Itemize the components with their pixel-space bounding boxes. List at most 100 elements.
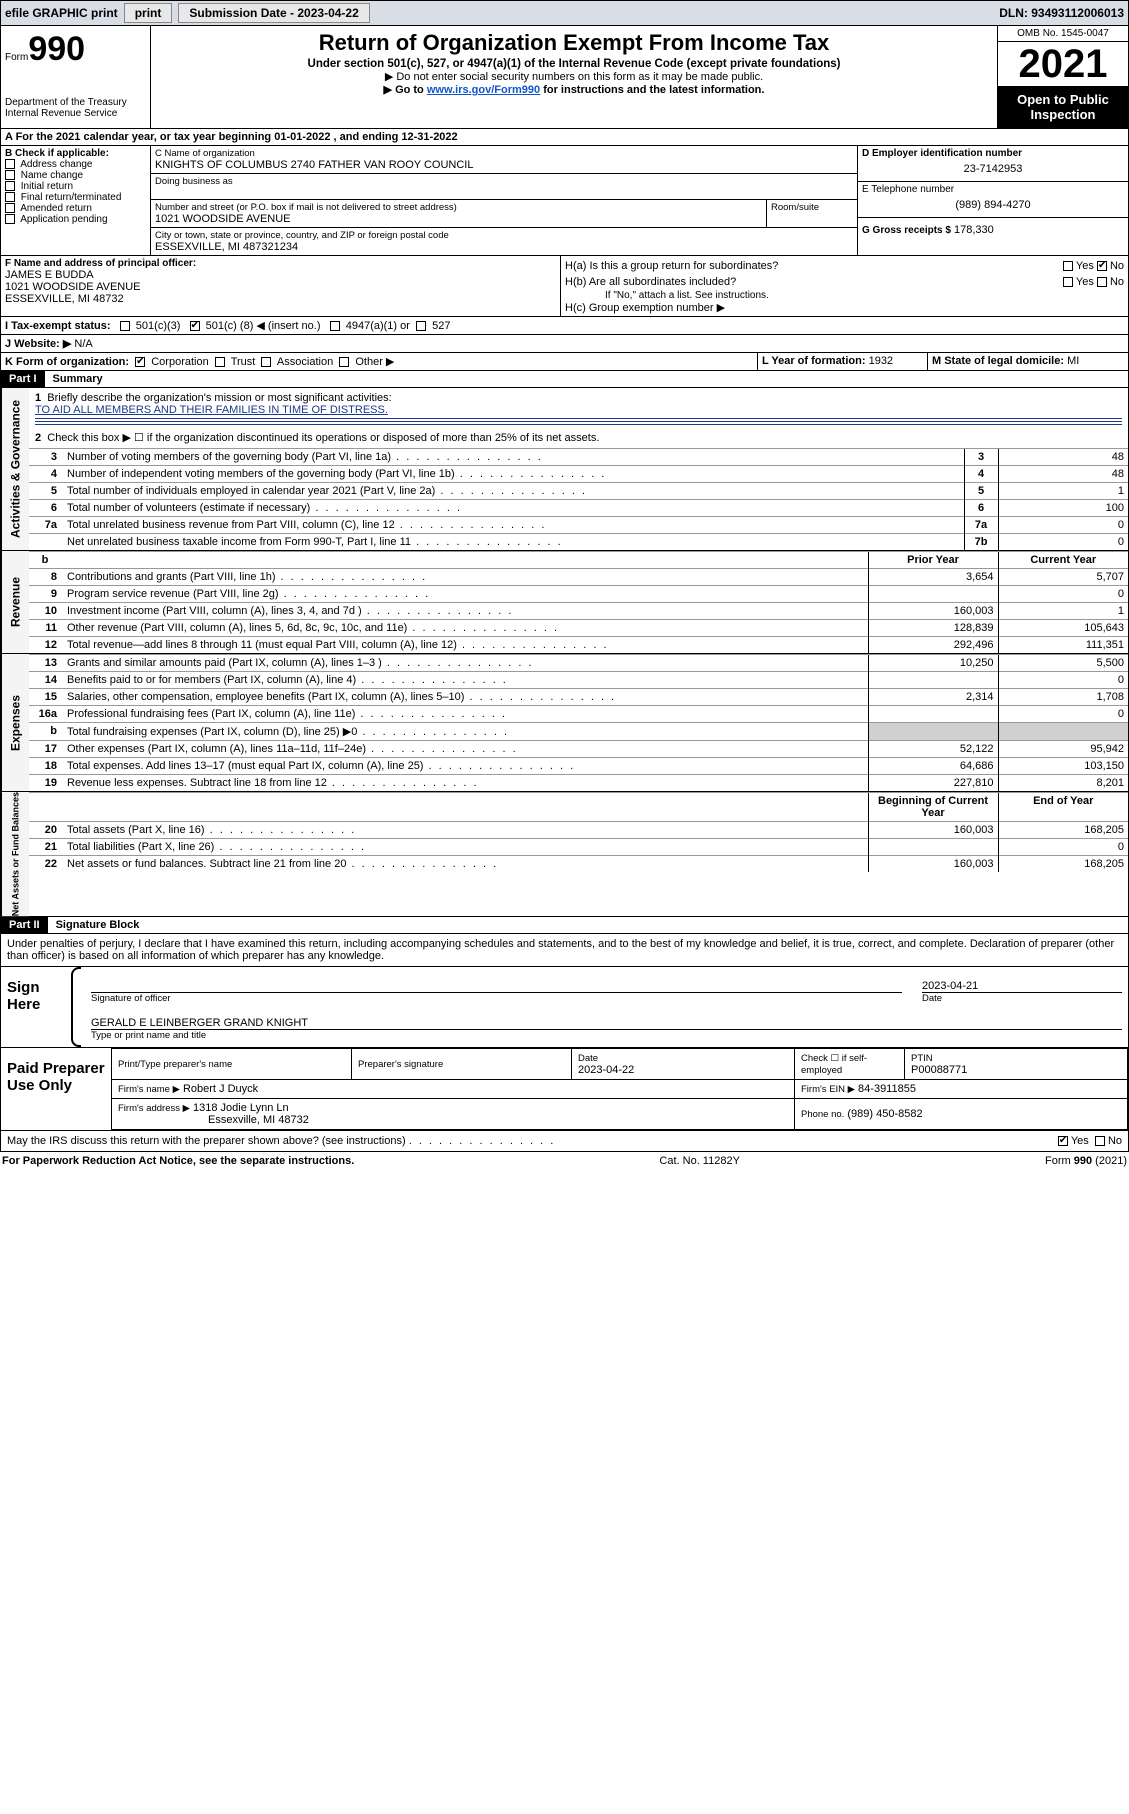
preparer-table: Print/Type preparer's name Preparer's si…	[111, 1048, 1128, 1130]
line-a-mid: , and ending	[334, 131, 402, 143]
sign-here-label: Sign Here	[1, 967, 71, 1047]
tax-status-label: I Tax-exempt status:	[5, 320, 111, 332]
city-label: City or town, state or province, country…	[155, 230, 853, 241]
may-irs-answer: Yes No	[1058, 1135, 1122, 1147]
website-value: N/A	[74, 338, 92, 350]
officer-signature-line[interactable]	[91, 973, 902, 993]
hb-answer: Yes No	[1063, 276, 1124, 288]
org-name-label: C Name of organization	[155, 148, 853, 159]
netassets-table: Beginning of Current YearEnd of Year 20T…	[29, 792, 1128, 872]
subtitle-3: ▶ Go to www.irs.gov/Form990 for instruct…	[157, 83, 991, 96]
part1-title: Summary	[45, 371, 111, 387]
year-begin: 01-01-2022	[274, 131, 330, 143]
opt-501c-pre: 501(c) (	[206, 320, 244, 332]
sig-officer-label: Signature of officer	[91, 993, 902, 1004]
officer-printed-name: GERALD E LEINBERGER GRAND KNIGHT	[91, 1010, 1122, 1030]
form-number: 990	[28, 30, 85, 68]
tax-year: 2021	[998, 42, 1128, 86]
line-a-pre: A For the 2021 calendar year, or tax yea…	[5, 131, 274, 143]
org-type-corporation[interactable]: Corporation	[132, 356, 209, 368]
phone-label: E Telephone number	[862, 184, 1124, 195]
revenue-section: Revenue bPrior YearCurrent Year 8Contrib…	[0, 551, 1129, 654]
city-state-zip: ESSEXVILLE, MI 487321234	[155, 241, 853, 253]
ein-label: D Employer identification number	[862, 148, 1124, 159]
opt-501c3: 501(c)(3)	[136, 320, 181, 332]
footer-left: For Paperwork Reduction Act Notice, see …	[2, 1155, 354, 1167]
part2-header: Part II Signature Block	[0, 917, 1129, 934]
form-title: Return of Organization Exempt From Incom…	[157, 30, 991, 56]
section-b-heading: B Check if applicable:	[5, 148, 146, 159]
gross-receipts: 178,330	[954, 224, 994, 236]
checkbox-amended-return[interactable]: Amended return	[5, 203, 146, 214]
firm-name: Robert J Duyck	[183, 1083, 258, 1095]
prep-date: 2023-04-22	[578, 1064, 634, 1076]
org-type-other[interactable]: Other ▶	[333, 356, 394, 368]
side-governance: Activities & Governance	[1, 388, 29, 550]
firm-ein: 84-3911855	[858, 1083, 916, 1095]
irs-label: Internal Revenue Service	[5, 108, 146, 119]
part2-badge: Part II	[1, 917, 48, 933]
firm-name-label: Firm's name ▶	[118, 1084, 180, 1095]
subtitle-2: ▶ Do not enter social security numbers o…	[157, 70, 991, 83]
prep-sig-label: Preparer's signature	[358, 1059, 443, 1070]
part1-header: Part I Summary	[0, 371, 1129, 388]
dln: DLN: 93493112006013	[999, 6, 1124, 20]
form-org-label: K Form of organization:	[5, 356, 129, 368]
ein-value: 23-7142953	[862, 159, 1124, 179]
ptin-value: P00088771	[911, 1064, 967, 1076]
org-type-trust[interactable]: Trust	[209, 356, 256, 368]
dba-label: Doing business as	[155, 176, 853, 187]
year-end: 12-31-2022	[401, 131, 457, 143]
signature-block: Under penalties of perjury, I declare th…	[0, 934, 1129, 1152]
go-to-pre: ▶ Go to	[384, 84, 427, 96]
firm-phone: (989) 450-8582	[847, 1108, 922, 1120]
firm-ein-label: Firm's EIN ▶	[801, 1084, 855, 1095]
ha-answer: Yes No	[1063, 260, 1124, 272]
prep-name-label: Print/Type preparer's name	[118, 1059, 232, 1070]
line-a: A For the 2021 calendar year, or tax yea…	[0, 129, 1129, 146]
col-prior: Prior Year	[868, 552, 998, 569]
submission-date: Submission Date - 2023-04-22	[178, 3, 369, 23]
subtitle-1: Under section 501(c), 527, or 4947(a)(1)…	[157, 58, 991, 70]
omb-number: OMB No. 1545-0047	[998, 26, 1128, 42]
checkbox-final-return-terminated[interactable]: Final return/terminated	[5, 192, 146, 203]
side-expenses: Expenses	[1, 654, 29, 791]
checkbox-application-pending[interactable]: Application pending	[5, 214, 146, 225]
org-name: KNIGHTS OF COLUMBUS 2740 FATHER VAN ROOY…	[155, 159, 853, 171]
prep-date-label: Date	[578, 1053, 598, 1064]
page-footer: For Paperwork Reduction Act Notice, see …	[0, 1152, 1129, 1170]
firm-addr-label: Firm's address ▶	[118, 1103, 190, 1114]
ha-label: H(a) Is this a group return for subordin…	[565, 260, 778, 272]
governance-table: 3Number of voting members of the governi…	[29, 448, 1128, 550]
netassets-section: Net Assets or Fund Balances Beginning of…	[0, 792, 1129, 917]
opt-527: 527	[432, 320, 450, 332]
firm-addr1: 1318 Jodie Lynn Ln	[193, 1102, 289, 1114]
officer-addr1: 1021 WOODSIDE AVENUE	[5, 281, 556, 293]
org-type-association[interactable]: Association	[255, 356, 333, 368]
phone-value: (989) 894-4270	[862, 195, 1124, 215]
print-button[interactable]: print	[124, 3, 173, 23]
bcde-block: B Check if applicable: Address change Na…	[0, 146, 1129, 256]
officer-addr2: ESSEXVILLE, MI 48732	[5, 293, 556, 305]
checkbox-name-change[interactable]: Name change	[5, 170, 146, 181]
type-name-label: Type or print name and title	[91, 1030, 1122, 1041]
checkbox-address-change[interactable]: Address change	[5, 159, 146, 170]
part2-title: Signature Block	[48, 917, 148, 933]
officer-label: F Name and address of principal officer:	[5, 258, 556, 269]
brace-icon	[71, 967, 81, 1047]
opt-501c-post: ) ◀ (insert no.)	[250, 320, 321, 332]
footer-cat: Cat. No. 11282Y	[659, 1155, 740, 1167]
fh-block: F Name and address of principal officer:…	[0, 256, 1129, 317]
form990-link[interactable]: www.irs.gov/Form990	[427, 84, 540, 96]
checkbox-initial-return[interactable]: Initial return	[5, 181, 146, 192]
addr-label: Number and street (or P.O. box if mail i…	[155, 202, 762, 213]
part1-badge: Part I	[1, 371, 45, 387]
sig-date-label: Date	[922, 993, 1122, 1004]
revenue-table: bPrior YearCurrent Year 8Contributions a…	[29, 551, 1128, 653]
opt-4947: 4947(a)(1) or	[346, 320, 410, 332]
line-klm: K Form of organization: Corporation Trus…	[0, 353, 1129, 371]
footer-right: Form 990 (2021)	[1045, 1155, 1127, 1167]
year-formation: 1932	[869, 355, 893, 367]
efile-label: efile GRAPHIC print	[5, 6, 118, 20]
col-begin: Beginning of Current Year	[868, 793, 998, 822]
